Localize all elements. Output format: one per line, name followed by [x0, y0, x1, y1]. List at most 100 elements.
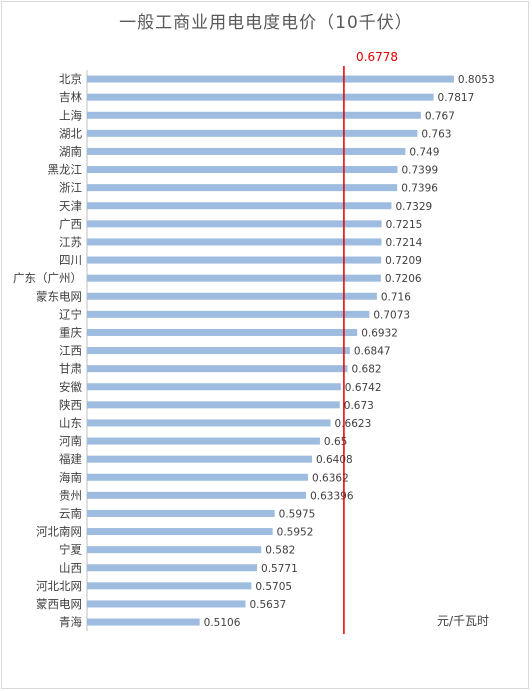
- bar: [87, 274, 381, 282]
- category-label: 甘肃: [59, 362, 82, 376]
- value-label: 0.763: [421, 128, 451, 140]
- category-label: 蒙东电网: [36, 289, 82, 303]
- value-label: 0.673: [344, 400, 374, 412]
- value-label: 0.63396: [310, 490, 354, 502]
- category-label: 湖南: [59, 144, 82, 158]
- value-label: 0.5705: [255, 581, 292, 593]
- category-label: 湖北: [59, 126, 82, 140]
- bar: [87, 93, 434, 101]
- bar: [87, 491, 307, 499]
- value-label: 0.7214: [386, 237, 423, 249]
- bar: [87, 310, 370, 318]
- value-label: 0.716: [381, 291, 411, 303]
- category-label: 重庆: [59, 325, 82, 339]
- bar: [87, 600, 246, 608]
- bar: [87, 328, 358, 336]
- bar: [87, 546, 262, 554]
- category-label: 黑龙江: [48, 163, 83, 177]
- value-label: 0.7073: [373, 309, 410, 321]
- category-label: 河南: [59, 434, 82, 448]
- bar: [87, 437, 320, 445]
- unit-label: 元/千瓦时: [437, 614, 490, 628]
- bars-group: [87, 75, 454, 626]
- value-label: 0.6847: [354, 346, 391, 358]
- bar: [87, 618, 200, 626]
- value-label: 0.7206: [385, 273, 422, 285]
- chart-title: 一般工商业用电电度电价（10千伏）: [119, 13, 413, 33]
- bar: [87, 383, 341, 391]
- value-label: 0.582: [265, 545, 295, 557]
- bar: [87, 220, 382, 228]
- category-label: 青海: [59, 615, 82, 629]
- bar: [87, 111, 421, 119]
- bar: [87, 202, 392, 210]
- bar: [87, 347, 350, 355]
- category-label: 蒙西电网: [36, 597, 82, 611]
- value-label: 0.682: [352, 364, 382, 376]
- bar: [87, 401, 340, 409]
- category-label: 江苏: [59, 235, 82, 249]
- bar: [87, 129, 418, 137]
- category-label: 辽宁: [59, 307, 82, 321]
- value-label: 0.5106: [204, 617, 241, 629]
- bar: [87, 455, 312, 463]
- category-label: 云南: [59, 506, 82, 520]
- category-label: 四川: [59, 253, 82, 267]
- bar: [87, 473, 309, 481]
- category-label: 河北南网: [36, 525, 82, 539]
- bar: [87, 147, 406, 155]
- value-label: 0.7215: [386, 219, 423, 231]
- bar: [87, 75, 454, 83]
- value-label: 0.7399: [401, 165, 438, 177]
- category-label: 浙江: [59, 181, 82, 195]
- bar: [87, 564, 258, 572]
- value-label: 0.6362: [312, 472, 349, 484]
- reference-line-label: 0.6778: [356, 50, 398, 64]
- value-label: 0.749: [409, 146, 439, 158]
- category-label: 山东: [59, 416, 82, 430]
- bar: [87, 256, 382, 264]
- value-label: 0.5771: [261, 563, 298, 575]
- bar: [87, 184, 398, 192]
- bar: [87, 509, 275, 517]
- category-label: 江西: [59, 344, 82, 358]
- value-label: 0.5637: [249, 599, 286, 611]
- value-label: 0.8053: [458, 74, 495, 86]
- category-label: 安徽: [59, 380, 82, 394]
- value-label: 0.65: [324, 436, 347, 448]
- category-label: 陕西: [59, 398, 82, 412]
- category-label: 上海: [59, 108, 82, 122]
- value-label: 0.6742: [345, 382, 382, 394]
- category-label: 河北北网: [36, 579, 82, 593]
- category-label: 贵州: [59, 488, 82, 502]
- value-label: 0.6408: [316, 454, 353, 466]
- category-label: 广西: [59, 217, 82, 231]
- bar: [87, 419, 331, 427]
- value-label: 0.6932: [361, 327, 398, 339]
- bar: [87, 365, 348, 373]
- value-label: 0.6623: [335, 418, 372, 430]
- category-label: 天津: [59, 199, 82, 213]
- category-label: 海南: [59, 470, 82, 484]
- category-label: 北京: [59, 72, 82, 86]
- value-label: 0.7209: [385, 255, 422, 267]
- bar: [87, 166, 398, 174]
- value-label: 0.5975: [279, 508, 316, 520]
- value-label: 0.5952: [277, 527, 314, 539]
- value-labels-group: 0.8053 0.7817 0.767 0.763 0.749 0.7399 0.7396 0…: [204, 74, 495, 629]
- bar: [87, 582, 252, 590]
- value-label: 0.767: [425, 110, 455, 122]
- value-label: 0.7396: [401, 183, 438, 195]
- category-label: 福建: [59, 452, 82, 466]
- bar: [87, 292, 377, 300]
- category-label: 广东（广州）: [13, 271, 82, 285]
- value-label: 0.7817: [438, 92, 475, 104]
- category-label: 山西: [59, 561, 82, 575]
- bar: [87, 528, 273, 536]
- category-label: 吉林: [59, 90, 82, 104]
- value-label: 0.7329: [395, 201, 432, 213]
- bar: [87, 238, 382, 246]
- category-label: 宁夏: [59, 543, 82, 557]
